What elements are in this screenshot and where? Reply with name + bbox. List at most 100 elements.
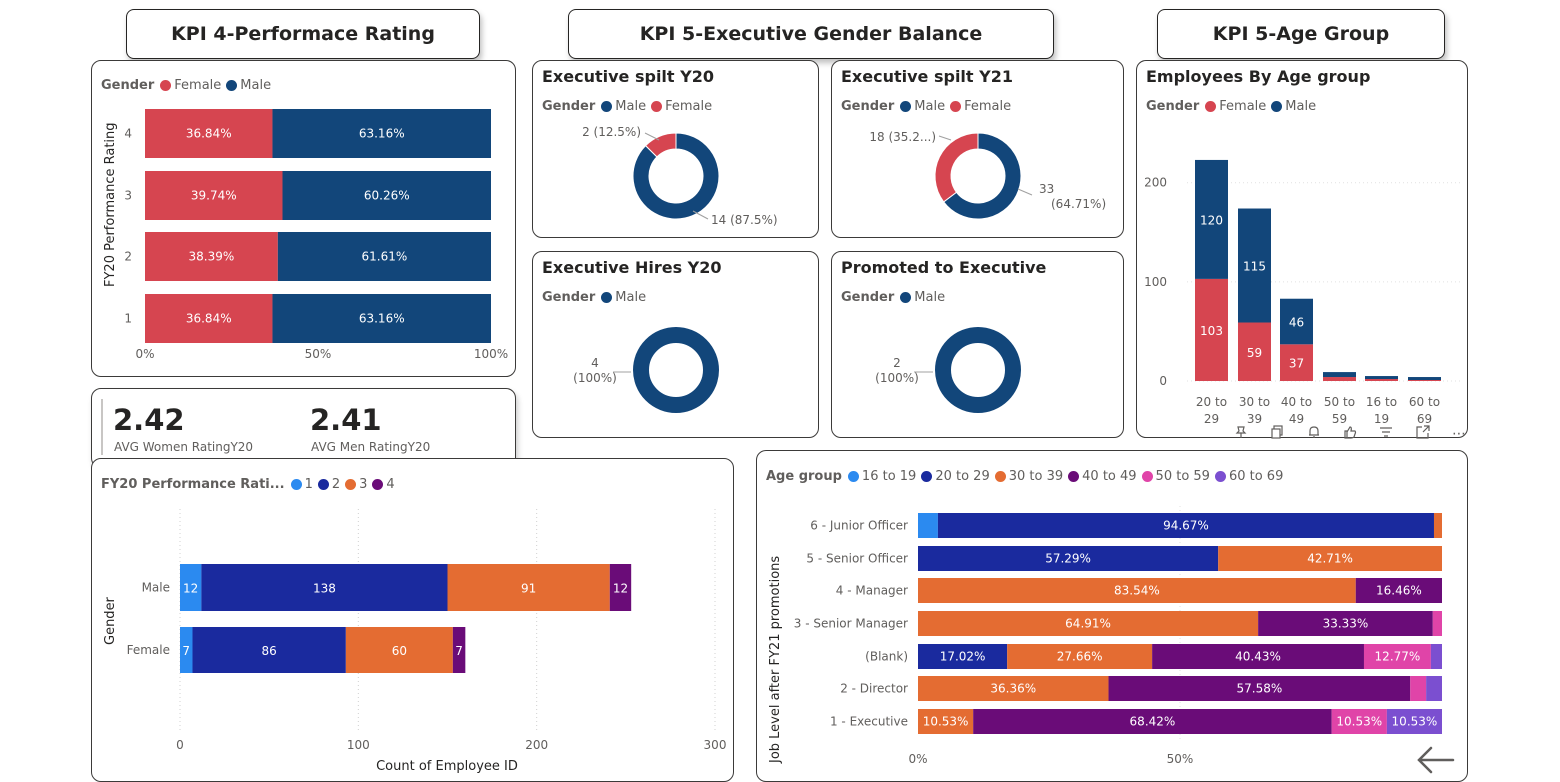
donut-card-exec-y21[interactable]: Executive spilt Y21 Gender Male Female 3… bbox=[831, 60, 1124, 238]
bar-segment-age-60-69[interactable] bbox=[1426, 676, 1442, 701]
legend-item-20-29[interactable]: 20 to 29 bbox=[921, 469, 990, 484]
donut-slice-male[interactable] bbox=[942, 132, 1022, 220]
legend-item-female[interactable]: Female bbox=[160, 78, 221, 93]
donut-slice-female[interactable] bbox=[934, 132, 979, 203]
perf-count-chart[interactable]: Gender Count of Employee ID 0 100 200 300 Ma… bbox=[92, 459, 734, 782]
donut-chart[interactable]: 4 (100%) bbox=[533, 252, 819, 438]
bar-segment-age-20-29[interactable] bbox=[918, 644, 1008, 669]
perf-rating-chart[interactable]: FY20 Performance Rating 4 36.84% 63.16% 3 39… bbox=[92, 61, 516, 377]
bar-segment-male[interactable] bbox=[272, 294, 491, 343]
bar-segment-age-50-59[interactable] bbox=[1432, 611, 1442, 636]
bar-segment-age-40-49[interactable] bbox=[1258, 611, 1433, 636]
column-segment-male[interactable] bbox=[1238, 208, 1271, 323]
column-segment-female[interactable] bbox=[1323, 377, 1356, 381]
column-segment-male[interactable] bbox=[1365, 376, 1398, 380]
perf-rating-card[interactable]: Gender Female Male FY20 Performance Rati… bbox=[91, 60, 516, 377]
like-icon[interactable] bbox=[1341, 425, 1359, 443]
bar-segment-age-30-39[interactable] bbox=[918, 709, 974, 734]
column-segment-female[interactable] bbox=[1365, 379, 1398, 381]
legend-item-16-19[interactable]: 16 to 19 bbox=[847, 469, 916, 484]
bar-segment-male[interactable] bbox=[272, 109, 491, 158]
legend-item-50-59[interactable]: 50 to 59 bbox=[1141, 469, 1210, 484]
bar-segment-age-30-39[interactable] bbox=[1007, 644, 1153, 669]
bar-segment-female[interactable] bbox=[145, 109, 273, 158]
legend-item-male[interactable]: Male bbox=[900, 290, 945, 305]
column-segment-male[interactable] bbox=[1280, 298, 1313, 345]
bar-segment-rating-4[interactable] bbox=[452, 627, 466, 673]
back-arrow-icon[interactable] bbox=[1413, 740, 1459, 780]
donut-card-exec-hires[interactable]: Executive Hires Y20 Gender Male 4 (100%) bbox=[532, 251, 819, 438]
donut-slice-male[interactable] bbox=[633, 327, 719, 413]
bar-segment-age-50-59[interactable] bbox=[1410, 676, 1427, 701]
bar-segment-age-50-59[interactable] bbox=[1363, 644, 1431, 669]
donut-chart[interactable]: 14 (87.5%) 2 (12.5%) bbox=[533, 61, 819, 238]
bar-segment-age-40-49[interactable] bbox=[1108, 676, 1411, 701]
legend-item-female[interactable]: Female bbox=[651, 99, 712, 114]
bar-segment-male[interactable] bbox=[282, 171, 491, 220]
donut-slice-female[interactable] bbox=[644, 132, 677, 158]
bar-segment-rating-2[interactable] bbox=[201, 564, 448, 611]
bar-segment-rating-1[interactable] bbox=[180, 627, 193, 673]
column-segment-male[interactable] bbox=[1408, 377, 1441, 381]
legend-item-4[interactable]: 4 bbox=[372, 477, 395, 492]
donut-chart[interactable]: 33 (64.71%) 18 (35.2...) bbox=[832, 61, 1124, 238]
perf-count-card[interactable]: FY20 Performance Rati... 1 2 3 4 Gender … bbox=[91, 458, 734, 782]
legend-item-1[interactable]: 1 bbox=[290, 477, 313, 492]
bar-segment-rating-3[interactable] bbox=[345, 627, 453, 673]
column-segment-female[interactable] bbox=[1280, 344, 1313, 381]
legend-item-60-69[interactable]: 60 to 69 bbox=[1214, 469, 1283, 484]
bar-segment-age-30-39[interactable] bbox=[918, 611, 1259, 636]
pin-icon[interactable] bbox=[1232, 425, 1250, 443]
bar-segment-female[interactable] bbox=[145, 294, 273, 343]
legend-item-female[interactable]: Female bbox=[950, 99, 1011, 114]
bar-segment-age-20-29[interactable] bbox=[918, 546, 1219, 571]
bar-segment-age-40-49[interactable] bbox=[973, 709, 1332, 734]
bar-segment-age-16-19[interactable] bbox=[918, 513, 938, 538]
bar-segment-rating-4[interactable] bbox=[609, 564, 632, 611]
bar-segment-rating-1[interactable] bbox=[180, 564, 202, 611]
donut-slice-male[interactable] bbox=[632, 132, 720, 220]
age-group-chart[interactable]: 0 100 200 103 120 20 to 29 59 115 30 to 39 37 46 40 t… bbox=[1137, 61, 1468, 438]
legend-item-male[interactable]: Male bbox=[1271, 99, 1316, 114]
column-segment-female[interactable] bbox=[1195, 278, 1228, 381]
bar-segment-age-40-49[interactable] bbox=[1152, 644, 1364, 669]
donut-chart[interactable]: 2 (100%) bbox=[832, 252, 1124, 438]
donut-card-exec-y20[interactable]: Executive spilt Y20 Gender Male Female 1… bbox=[532, 60, 819, 238]
donut-card-promoted[interactable]: Promoted to Executive Gender Male 2 (100%… bbox=[831, 251, 1124, 438]
donut-slice-male[interactable] bbox=[935, 327, 1021, 413]
bar-segment-age-20-29[interactable] bbox=[937, 513, 1434, 538]
column-segment-female[interactable] bbox=[1238, 322, 1271, 381]
legend-item-male[interactable]: Male bbox=[601, 99, 646, 114]
column-segment-male[interactable] bbox=[1195, 159, 1228, 279]
copy-icon[interactable] bbox=[1268, 425, 1286, 443]
bar-segment-age-50-59[interactable] bbox=[1331, 709, 1387, 734]
bar-segment-age-30-39[interactable] bbox=[918, 578, 1356, 603]
job-level-chart[interactable]: Job Level after FY21 promotions 6 - Juni… bbox=[757, 451, 1468, 782]
filter-icon[interactable] bbox=[1377, 425, 1395, 443]
bar-segment-rating-3[interactable] bbox=[447, 564, 610, 611]
legend-item-female[interactable]: Female bbox=[1205, 99, 1266, 114]
legend-item-40-49[interactable]: 40 to 49 bbox=[1068, 469, 1137, 484]
more-icon[interactable]: ⋯ bbox=[1451, 426, 1466, 442]
legend-item-2[interactable]: 2 bbox=[317, 477, 340, 492]
bar-segment-age-30-39[interactable] bbox=[1433, 513, 1442, 538]
bar-segment-age-30-39[interactable] bbox=[1218, 546, 1442, 571]
bar-segment-female[interactable] bbox=[145, 171, 283, 220]
column-segment-female[interactable] bbox=[1408, 380, 1441, 381]
bell-icon[interactable] bbox=[1305, 425, 1323, 443]
bar-segment-age-60-69[interactable] bbox=[1386, 709, 1442, 734]
bar-segment-age-30-39[interactable] bbox=[918, 676, 1109, 701]
bar-segment-male[interactable] bbox=[277, 232, 491, 281]
legend-item-3[interactable]: 3 bbox=[345, 477, 367, 492]
legend-item-male[interactable]: Male bbox=[900, 99, 945, 114]
bar-segment-rating-2[interactable] bbox=[192, 627, 346, 673]
legend-item-30-39[interactable]: 30 to 39 bbox=[994, 469, 1063, 484]
age-group-card[interactable]: Employees By Age group Gender Female Mal… bbox=[1136, 60, 1468, 438]
focus-icon[interactable] bbox=[1414, 425, 1432, 443]
bar-segment-female[interactable] bbox=[145, 232, 278, 281]
avg-rating-card[interactable]: 2.42 AVG Women RatingY20 2.41 AVG Men Ra… bbox=[91, 388, 516, 468]
bar-segment-age-60-69[interactable] bbox=[1430, 644, 1442, 669]
legend-item-male[interactable]: Male bbox=[601, 290, 646, 305]
legend-item-male[interactable]: Male bbox=[226, 78, 271, 93]
job-level-card[interactable]: Age group 16 to 19 20 to 29 30 to 39 40 … bbox=[756, 450, 1468, 782]
